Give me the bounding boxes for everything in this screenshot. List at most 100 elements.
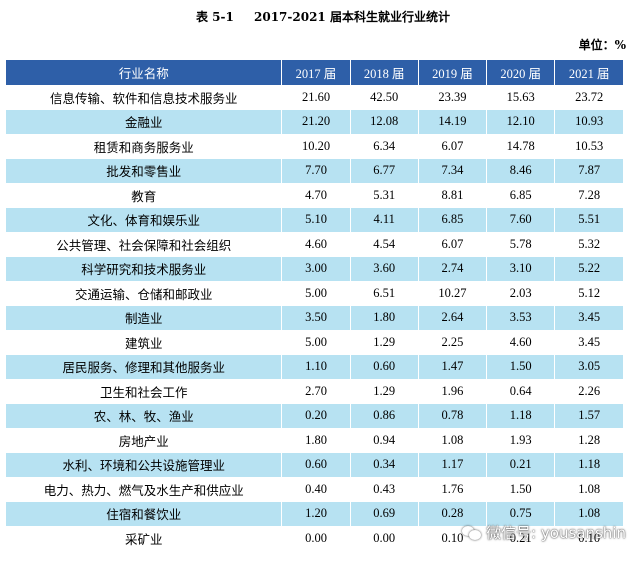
value-cell: 3.50	[281, 305, 351, 330]
value-cell: 0.60	[281, 452, 351, 477]
table-header-row: 行业名称 2017 届 2018 届 2019 届 2020 届 2021 届	[6, 60, 623, 85]
table-row: 批发和零售业 7.70 6.77 7.34 8.46 7.87	[6, 158, 623, 183]
industry-name-cell: 农、林、牧、渔业	[6, 403, 282, 428]
table-row: 住宿和餐饮业 1.20 0.69 0.28 0.75 1.08	[6, 501, 623, 526]
industry-name-cell: 居民服务、修理和其他服务业	[6, 354, 282, 379]
column-header-2021: 2021 届	[554, 60, 623, 85]
value-cell: 3.60	[349, 256, 419, 281]
table-row: 租赁和商务服务业 10.20 6.34 6.07 14.78 10.53	[6, 134, 623, 159]
industry-name-cell: 住宿和餐饮业	[6, 501, 282, 526]
table-row: 交通运输、仓储和邮政业 5.00 6.51 10.27 2.03 5.12	[6, 281, 623, 306]
value-cell: 3.53	[486, 305, 555, 330]
value-cell: 1.28	[554, 428, 623, 453]
value-cell: 1.29	[349, 330, 419, 355]
value-cell: 5.00	[281, 281, 351, 306]
table-body: 信息传输、软件和信息技术服务业 21.60 42.50 23.39 15.63 23.72…	[6, 85, 623, 551]
wechat-icon	[462, 525, 482, 541]
value-cell: 8.46	[486, 158, 555, 183]
value-cell: 23.39	[417, 85, 487, 110]
value-cell: 4.60	[281, 232, 351, 257]
value-cell: 2.64	[417, 305, 487, 330]
value-cell: 23.72	[554, 85, 623, 110]
value-cell: 1.57	[554, 403, 623, 428]
column-header-industry: 行业名称	[6, 60, 282, 85]
industry-name-cell: 水利、环境和公共设施管理业	[6, 452, 282, 477]
industry-name-cell: 文化、体育和娱乐业	[6, 207, 282, 232]
value-cell: 5.31	[349, 183, 419, 208]
table-row: 农、林、牧、渔业 0.20 0.86 0.78 1.18 1.57	[6, 403, 623, 428]
value-cell: 0.94	[349, 428, 419, 453]
value-cell: 4.70	[281, 183, 351, 208]
table-number: 表 5-1	[196, 10, 234, 24]
watermark-text: 微信号: yousanshin	[486, 524, 626, 542]
table-row: 居民服务、修理和其他服务业 1.10 0.60 1.47 1.50 3.05	[6, 354, 623, 379]
value-cell: 0.21	[486, 526, 555, 551]
value-cell: 1.93	[486, 428, 555, 453]
table-row: 公共管理、社会保障和社会组织 4.60 4.54 6.07 5.78 5.32	[6, 232, 623, 257]
value-cell: 1.17	[417, 452, 487, 477]
value-cell: 2.25	[417, 330, 487, 355]
industry-name-cell: 批发和零售业	[6, 158, 282, 183]
value-cell: 0.69	[349, 501, 419, 526]
value-cell: 14.19	[417, 109, 487, 134]
value-cell: 3.00	[281, 256, 351, 281]
value-cell: 6.07	[417, 232, 487, 257]
value-cell: 5.22	[554, 256, 623, 281]
value-cell: 5.78	[486, 232, 555, 257]
industry-name-cell: 制造业	[6, 305, 282, 330]
value-cell: 6.85	[417, 207, 487, 232]
value-cell: 42.50	[349, 85, 419, 110]
industry-name-cell: 租赁和商务服务业	[6, 134, 282, 159]
table-row: 房地产业 1.80 0.94 1.08 1.93 1.28	[6, 428, 623, 453]
value-cell: 5.00	[281, 330, 351, 355]
value-cell: 1.80	[281, 428, 351, 453]
table-title-text: 2017-2021 届本科生就业行业统计	[254, 10, 450, 24]
value-cell: 2.03	[486, 281, 555, 306]
industry-name-cell: 教育	[6, 183, 282, 208]
value-cell: 0.60	[349, 354, 419, 379]
value-cell: 4.60	[486, 330, 555, 355]
value-cell: 1.96	[417, 379, 487, 404]
industry-name-cell: 采矿业	[6, 526, 282, 551]
value-cell: 0.43	[349, 477, 419, 502]
table-row: 科学研究和技术服务业 3.00 3.60 2.74 3.10 5.22	[6, 256, 623, 281]
value-cell: 0.28	[417, 501, 487, 526]
value-cell: 7.60	[486, 207, 555, 232]
value-cell: 6.07	[417, 134, 487, 159]
value-cell: 0.10	[554, 526, 623, 551]
industry-name-cell: 建筑业	[6, 330, 282, 355]
value-cell: 3.45	[554, 305, 623, 330]
table-row: 卫生和社会工作 2.70 1.29 1.96 0.64 2.26	[6, 379, 623, 404]
value-cell: 0.86	[349, 403, 419, 428]
industry-table: 行业名称 2017 届 2018 届 2019 届 2020 届 2021 届 …	[6, 60, 623, 551]
table-row: 金融业 21.20 12.08 14.19 12.10 10.93	[6, 109, 623, 134]
value-cell: 10.53	[554, 134, 623, 159]
value-cell: 6.51	[349, 281, 419, 306]
table-row: 制造业 3.50 1.80 2.64 3.53 3.45	[6, 305, 623, 330]
value-cell: 1.10	[281, 354, 351, 379]
value-cell: 1.18	[486, 403, 555, 428]
value-cell: 8.81	[417, 183, 487, 208]
value-cell: 1.50	[486, 354, 555, 379]
table-row: 信息传输、软件和信息技术服务业 21.60 42.50 23.39 15.63 23.72	[6, 85, 623, 110]
value-cell: 7.34	[417, 158, 487, 183]
column-header-2018: 2018 届	[349, 60, 419, 85]
value-cell: 15.63	[486, 85, 555, 110]
value-cell: 1.29	[349, 379, 419, 404]
value-cell: 6.34	[349, 134, 419, 159]
value-cell: 1.18	[554, 452, 623, 477]
value-cell: 2.26	[554, 379, 623, 404]
value-cell: 1.20	[281, 501, 351, 526]
value-cell: 3.05	[554, 354, 623, 379]
value-cell: 3.10	[486, 256, 555, 281]
value-cell: 0.00	[281, 526, 351, 551]
industry-name-cell: 卫生和社会工作	[6, 379, 282, 404]
value-cell: 1.47	[417, 354, 487, 379]
value-cell: 10.93	[554, 109, 623, 134]
value-cell: 7.70	[281, 158, 351, 183]
value-cell: 12.08	[349, 109, 419, 134]
value-cell: 0.00	[349, 526, 419, 551]
value-cell: 1.08	[554, 501, 623, 526]
value-cell: 1.50	[486, 477, 555, 502]
value-cell: 5.10	[281, 207, 351, 232]
